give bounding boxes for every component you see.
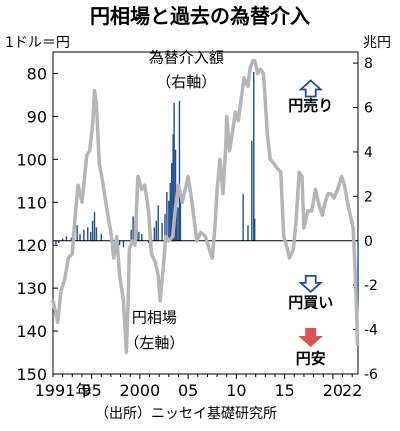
intervention-bar <box>87 227 89 241</box>
x-axis-tick-label: 95 <box>81 381 101 400</box>
left-axis-tick-label: 140 <box>16 322 47 341</box>
intervention-bar <box>93 211 96 241</box>
right-axis-tick-label: -6 <box>364 367 378 383</box>
x-axis-tick-label: 20 <box>323 381 343 400</box>
intervention-bar <box>91 220 94 241</box>
intervention-bar <box>83 229 85 241</box>
left-axis-tick-label: 100 <box>16 150 47 169</box>
left-axis-tick-label: 150 <box>16 365 47 384</box>
down-arrow-red-icon <box>298 328 323 348</box>
intervention-bar <box>254 218 256 241</box>
intervention-bar <box>138 231 140 241</box>
intervention-bar <box>171 163 173 241</box>
intervention-bar <box>166 191 168 241</box>
left-axis-tick-label: 130 <box>16 279 47 298</box>
intervention-bar <box>70 237 73 241</box>
intervention-bar <box>55 240 57 245</box>
right-axis-tick-label: 6 <box>364 101 373 117</box>
up-arrow-icon <box>298 79 324 98</box>
x-axis-tick-label: 1991年 <box>35 381 92 400</box>
x-axis-tick-label: 15 <box>274 381 294 400</box>
intervention-bar <box>161 222 163 241</box>
right-axis-tick-label: -2 <box>364 278 378 294</box>
left-axis-unit: 1ドル＝円 <box>5 35 70 51</box>
intervention-bar <box>153 227 156 241</box>
down-arrow-icon <box>298 274 324 294</box>
left-axis-tick-label: 80 <box>27 64 47 83</box>
intervention-bar <box>178 100 181 241</box>
right-axis-tick-label: -4 <box>364 323 378 339</box>
chart-title: 円相場と過去の為替介入 <box>90 4 310 28</box>
annotation-label: 円買い <box>288 293 333 311</box>
intervention-bar <box>247 225 249 241</box>
right-axis-tick-label: 4 <box>364 145 373 161</box>
right-axis-tick-label: 0 <box>364 234 373 250</box>
annotation-label: 円相場 <box>132 308 177 326</box>
yen-line-layer <box>51 58 360 355</box>
axes-layer: 809010011012013014015086420-2-4-61991年95… <box>16 56 378 400</box>
source-note: （出所）ニッセイ基礎研究所 <box>95 405 277 422</box>
left-axis-tick-label: 110 <box>16 193 47 212</box>
intervention-bar <box>89 231 92 241</box>
intervention-bar <box>169 183 171 241</box>
intervention-bar <box>173 103 175 241</box>
intervention-bar <box>61 238 64 241</box>
intervention-bar <box>251 140 253 241</box>
annotation-label: 為替介入額 <box>149 49 224 67</box>
annotation-label: （右軸） <box>156 73 216 91</box>
intervention-bar <box>79 234 81 241</box>
intervention-bar <box>130 229 132 241</box>
intervention-bar <box>122 240 125 248</box>
intervention-bar <box>95 227 98 241</box>
x-axis-tick-label: 05 <box>178 381 198 400</box>
intervention-bar <box>118 240 121 246</box>
intervention-bar <box>253 71 255 241</box>
intervention-bar <box>242 194 244 241</box>
annotation-label: 円売り <box>288 96 333 114</box>
intervention-bar <box>168 200 170 241</box>
intervention-bar <box>58 240 60 243</box>
intervention-bar <box>157 205 159 241</box>
x-axis-tick-label: 22 <box>342 381 362 400</box>
right-axis-unit: 兆円 <box>363 35 391 51</box>
x-axis-tick-label: 2000 <box>120 381 161 400</box>
right-axis-tick-label: 2 <box>364 189 373 205</box>
annotation-label: （左軸） <box>124 334 184 352</box>
annotation-label: 円安 <box>296 349 326 367</box>
left-axis-tick-label: 90 <box>27 107 47 126</box>
intervention-bar <box>179 196 182 241</box>
intervention-bar <box>155 220 157 241</box>
intervention-bar <box>132 216 134 241</box>
intervention-bar <box>175 194 178 241</box>
intervention-bar <box>76 225 78 241</box>
arrows-layer <box>298 79 324 348</box>
intervention-bar <box>100 234 102 241</box>
intervention-bar <box>164 214 166 241</box>
intervention-bar <box>177 207 179 241</box>
right-axis-tick-label: 8 <box>364 56 373 72</box>
plot-frame <box>52 51 359 375</box>
intervention-bar <box>357 240 359 303</box>
left-axis-tick-label: 120 <box>16 236 47 255</box>
intervention-bar <box>172 134 174 241</box>
x-axis-tick-label: 10 <box>226 381 246 400</box>
intervention-bar <box>65 236 68 241</box>
intervention-bar <box>147 240 150 243</box>
intervention-bar <box>141 234 143 241</box>
yen-rate-line <box>51 58 360 355</box>
